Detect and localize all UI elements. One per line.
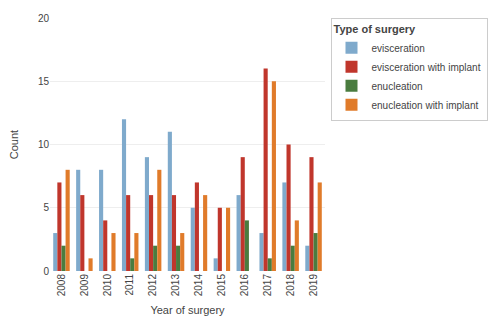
svg-text:0: 0 [43,266,49,277]
svg-text:5: 5 [43,202,49,213]
svg-text:2019: 2019 [308,274,319,297]
svg-text:2013: 2013 [170,274,181,297]
svg-text:Count: Count [8,130,20,159]
svg-text:evisceration with implant: evisceration with implant [372,62,481,73]
svg-text:Type of surgery: Type of surgery [334,23,417,35]
svg-text:enucleation with implant: enucleation with implant [372,100,479,111]
svg-text:2008: 2008 [56,274,67,297]
svg-text:2016: 2016 [239,274,250,297]
svg-text:2009: 2009 [79,274,90,297]
svg-text:Year of surgery: Year of surgery [150,304,225,316]
svg-text:2015: 2015 [216,274,227,297]
svg-text:2010: 2010 [102,274,113,297]
svg-text:2012: 2012 [147,274,158,297]
svg-text:evisceration: evisceration [372,43,425,54]
svg-text:2017: 2017 [262,274,273,297]
svg-text:20: 20 [38,13,50,24]
svg-text:2018: 2018 [285,274,296,297]
svg-text:10: 10 [38,139,50,150]
svg-text:2011: 2011 [124,274,135,296]
svg-text:2014: 2014 [193,274,204,297]
svg-text:15: 15 [38,76,50,87]
svg-text:enucleation: enucleation [372,81,423,92]
